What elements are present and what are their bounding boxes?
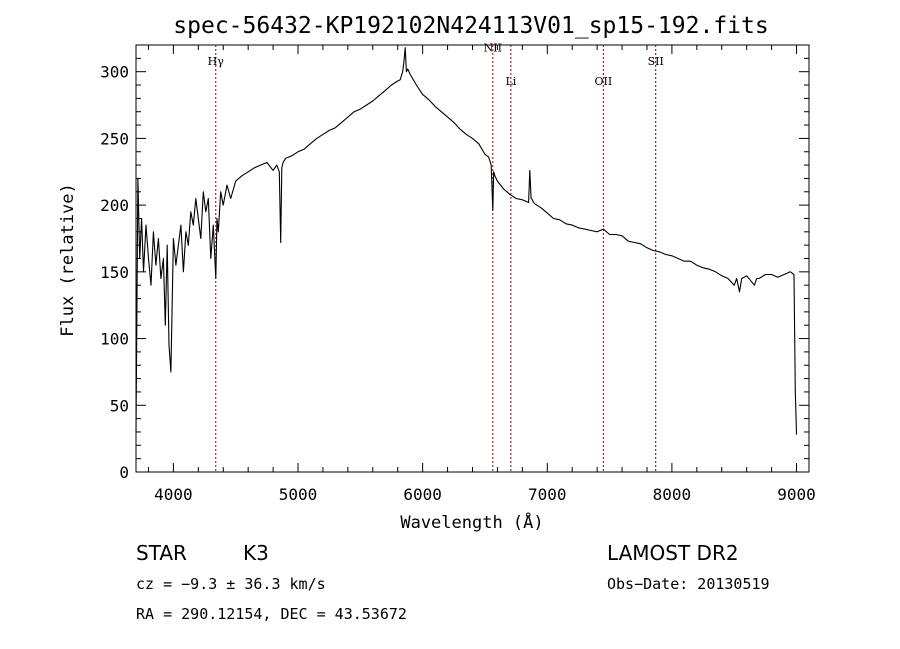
x-tick-label: 7000 — [528, 485, 567, 504]
redshift-cz: cz = −9.3 ± 36.3 km/s — [136, 575, 326, 593]
emission-lines: Hγ NII Li OII SII — [208, 42, 664, 472]
spectrum-line — [135, 47, 798, 435]
line-marker-label: SII — [648, 55, 664, 68]
x-axis: 4000 5000 6000 7000 8000 9000 — [147, 45, 816, 504]
spectral-subclass: K3 — [243, 541, 269, 565]
y-axis-label: Flux (relative) — [58, 183, 78, 337]
line-marker-label: NII — [484, 42, 502, 55]
x-tick-label: 4000 — [154, 485, 193, 504]
y-tick-label: 300 — [100, 63, 129, 82]
x-tick-label: 5000 — [279, 485, 318, 504]
plot-frame — [135, 44, 810, 473]
chart-title: spec-56432-KP192102N424113V01_sp15-192.f… — [173, 13, 768, 39]
survey-label: LAMOST DR2 — [607, 541, 739, 565]
x-tick-label: 9000 — [777, 485, 816, 504]
y-tick-label: 0 — [119, 463, 129, 482]
observation-date: Obs−Date: 20130519 — [607, 575, 770, 593]
y-tick-label: 150 — [100, 263, 129, 282]
coordinates: RA = 290.12154, DEC = 43.53672 — [136, 605, 407, 623]
y-tick-label: 200 — [100, 196, 129, 215]
line-marker-label: OII — [595, 75, 613, 88]
x-tick-label: 8000 — [653, 485, 692, 504]
y-tick-label: 50 — [110, 396, 129, 415]
object-class: STAR — [136, 541, 187, 565]
y-tick-label: 100 — [100, 330, 129, 349]
x-axis-label: Wavelength (Å) — [400, 511, 543, 533]
line-marker-label: Hγ — [208, 55, 225, 68]
line-marker-label: Li — [505, 75, 516, 88]
x-tick-label: 6000 — [403, 485, 442, 504]
y-tick-label: 250 — [100, 129, 129, 148]
spectrum-series — [135, 47, 798, 435]
y-axis: 0 50 100 150 200 250 300 — [100, 44, 809, 482]
